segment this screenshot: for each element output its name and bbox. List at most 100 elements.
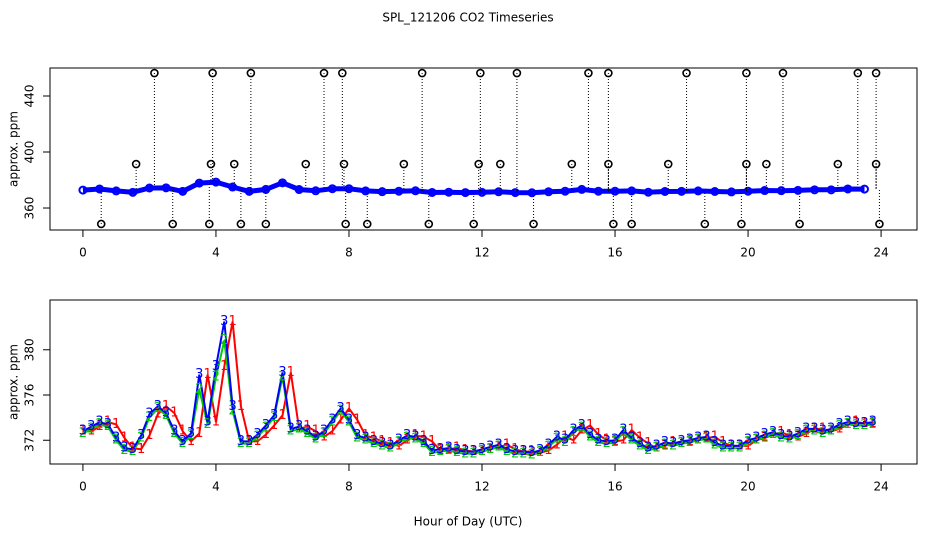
- point-marker: 3: [553, 429, 561, 444]
- point-marker: 2: [628, 433, 636, 448]
- point-marker: 3: [869, 415, 877, 430]
- point-marker: 2: [711, 437, 719, 452]
- point: [427, 187, 437, 197]
- point-marker: 3: [860, 416, 868, 431]
- point-marker: 3: [445, 441, 453, 456]
- point: [833, 159, 843, 169]
- point-marker: 2: [827, 424, 835, 439]
- point-marker: 3: [436, 442, 444, 457]
- point-marker: 1: [835, 421, 843, 436]
- point-marker: 2: [361, 433, 369, 448]
- series-line: [82, 340, 873, 457]
- point-marker: 3: [744, 433, 752, 448]
- point-marker: 1: [312, 424, 320, 439]
- point-marker: 2: [511, 446, 519, 461]
- point: [726, 187, 736, 197]
- point-marker: 2: [802, 424, 810, 439]
- x-tick-label: 0: [79, 246, 87, 260]
- point-marker: 3: [586, 427, 594, 442]
- x-tick-label: 20: [740, 480, 755, 494]
- point-marker: 3: [661, 435, 669, 450]
- x-tick-label: 16: [607, 480, 622, 494]
- point-marker: 3: [702, 429, 710, 444]
- point: [495, 159, 505, 169]
- point-marker: 2: [819, 426, 827, 441]
- point-marker: 1: [195, 426, 203, 441]
- point-marker: 2: [295, 421, 303, 436]
- point-marker: 3: [478, 442, 486, 457]
- point-marker: 2: [835, 419, 843, 434]
- point-marker: 1: [794, 429, 802, 444]
- point-marker: 1: [162, 399, 170, 414]
- point: [593, 186, 603, 196]
- point-marker: 1: [445, 442, 453, 457]
- point-marker: 2: [245, 436, 253, 451]
- point-marker: 2: [544, 440, 552, 455]
- point-marker: 3: [420, 434, 428, 449]
- point-marker: 1: [337, 412, 345, 427]
- point-marker: 1: [386, 436, 394, 451]
- point-marker: 1: [411, 428, 419, 443]
- point-marker: 3: [411, 429, 419, 444]
- point-marker: 1: [470, 444, 478, 459]
- point-marker: 1: [120, 430, 128, 445]
- point-marker: 3: [470, 444, 478, 459]
- point-marker: 1: [104, 415, 112, 430]
- chart-title: SPL_121206 CO2 Timeseries: [382, 11, 553, 25]
- point: [510, 188, 520, 198]
- point-marker: 3: [278, 365, 286, 380]
- point-marker: 1: [536, 445, 544, 460]
- point-marker: 3: [386, 438, 394, 453]
- point-marker: 2: [561, 435, 569, 450]
- point-marker: 3: [536, 443, 544, 458]
- point-marker: 3: [810, 421, 818, 436]
- point-marker: 1: [711, 429, 719, 444]
- point: [338, 68, 347, 78]
- point-marker: 2: [337, 403, 345, 418]
- point-marker: 1: [179, 424, 187, 439]
- point-marker: 3: [154, 399, 162, 414]
- point-marker: 3: [187, 426, 195, 441]
- point-marker: 2: [702, 432, 710, 447]
- point-marker: 1: [744, 438, 752, 453]
- point: [131, 159, 141, 169]
- point-marker: 1: [677, 436, 685, 451]
- point-marker: 3: [777, 428, 785, 443]
- point-marker: 2: [411, 432, 419, 447]
- point-marker: 3: [694, 430, 702, 445]
- point-marker: 3: [320, 424, 328, 439]
- point-marker: 1: [810, 421, 818, 436]
- point-marker: 3: [652, 438, 660, 453]
- point: [211, 177, 221, 187]
- point: [78, 185, 88, 195]
- point: [362, 219, 372, 229]
- point-marker: 2: [386, 441, 394, 456]
- point-marker: 3: [95, 415, 103, 430]
- point-marker: 1: [262, 427, 270, 442]
- point-marker: 1: [736, 438, 744, 453]
- point-marker: 2: [328, 415, 336, 430]
- point-marker: 2: [237, 436, 245, 451]
- point-marker: 1: [420, 429, 428, 444]
- point: [795, 219, 804, 229]
- point: [859, 184, 869, 194]
- point: [610, 186, 620, 196]
- point-marker: 3: [819, 424, 827, 439]
- point-marker: 1: [461, 443, 469, 458]
- point: [377, 187, 387, 197]
- point-marker: 1: [237, 399, 245, 414]
- point: [261, 184, 271, 194]
- point-marker: 1: [220, 359, 228, 374]
- y-tick-label: 372: [23, 429, 37, 452]
- point-marker: 1: [661, 438, 669, 453]
- point: [474, 159, 483, 169]
- point: [246, 68, 256, 78]
- point: [826, 185, 836, 195]
- point-marker: 2: [686, 435, 694, 450]
- point-marker: 1: [270, 418, 278, 433]
- point-marker: 3: [528, 445, 536, 460]
- point-marker: 1: [378, 434, 386, 449]
- point-marker: 2: [794, 428, 802, 443]
- point: [244, 186, 254, 196]
